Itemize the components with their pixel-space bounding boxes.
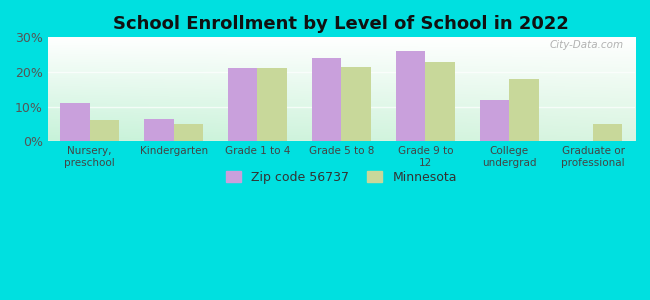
Bar (425, 61, 454, 141)
Legend: Zip code 56737, Minnesota: Zip code 56737, Minnesota (221, 166, 462, 189)
Bar (341, 67, 370, 141)
Bar (60, 103, 90, 141)
Bar (312, 58, 341, 141)
Bar (396, 51, 425, 141)
Bar (228, 68, 257, 141)
Text: City-Data.com: City-Data.com (549, 40, 623, 50)
Bar (90, 120, 119, 141)
Bar (257, 68, 287, 141)
Bar (480, 100, 509, 141)
Bar (174, 124, 203, 141)
Bar (144, 118, 174, 141)
Bar (509, 79, 538, 141)
Bar (593, 124, 623, 141)
Title: School Enrollment by Level of School in 2022: School Enrollment by Level of School in … (114, 15, 569, 33)
